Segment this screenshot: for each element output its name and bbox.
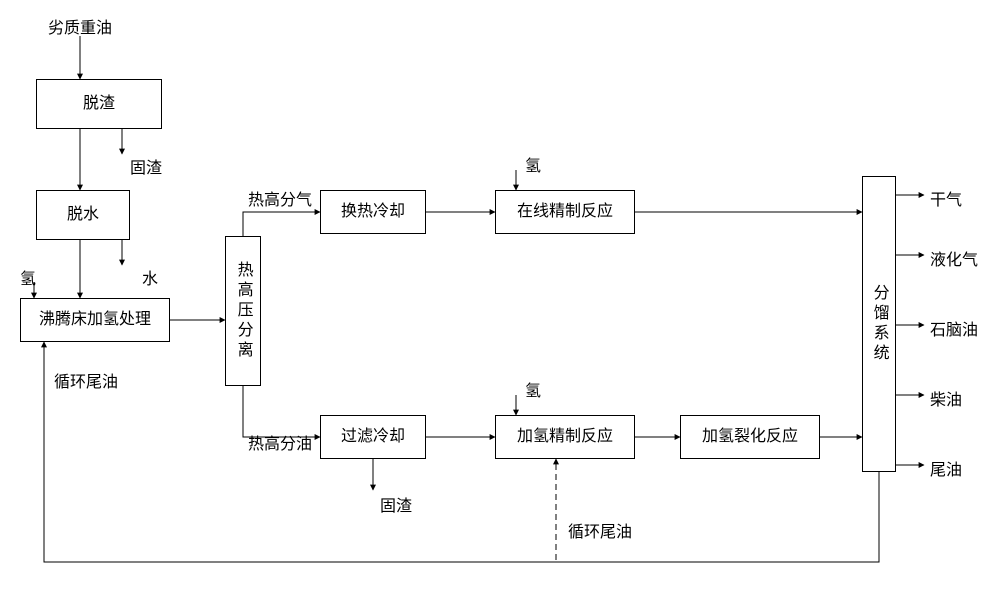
- node-label: 加氢精制反应: [517, 427, 613, 446]
- label-recycle2: 循环尾油: [568, 518, 632, 542]
- node-label: 分馏系统: [869, 284, 888, 364]
- node-label: 在线精制反应: [517, 202, 613, 221]
- node-refine: 加氢精制反应: [495, 415, 635, 459]
- node-label: 脱水: [67, 205, 99, 224]
- label-solid2: 固渣: [380, 492, 412, 516]
- node-filter: 过滤冷却: [320, 415, 426, 459]
- label-solid1: 固渣: [130, 154, 162, 178]
- label-naphtha: 石脑油: [930, 316, 978, 340]
- node-label: 过滤冷却: [341, 427, 405, 446]
- node-label: 沸腾床加氢处理: [39, 310, 151, 329]
- node-crack: 加氢裂化反应: [680, 415, 820, 459]
- label-h2-mid: 氢: [525, 377, 541, 401]
- label-water: 水: [142, 265, 158, 289]
- node-sep: 热高压分离: [225, 236, 261, 386]
- label-hot-oil: 热高分油: [248, 430, 312, 454]
- label-recycle1: 循环尾油: [54, 368, 118, 392]
- node-hx-cool: 换热冷却: [320, 190, 426, 234]
- label-drygas: 干气: [930, 186, 962, 210]
- label-h2-left: 氢: [20, 265, 36, 289]
- label-diesel: 柴油: [930, 386, 962, 410]
- node-hydro: 沸腾床加氢处理: [20, 298, 170, 342]
- node-label: 换热冷却: [341, 202, 405, 221]
- node-label: 热高压分离: [233, 261, 252, 361]
- node-label: 加氢裂化反应: [702, 427, 798, 446]
- node-online: 在线精制反应: [495, 190, 635, 234]
- label-tail: 尾油: [930, 456, 962, 480]
- label-lpg: 液化气: [930, 246, 978, 270]
- label-feed: 劣质重油: [48, 14, 112, 38]
- node-label: 脱渣: [83, 94, 115, 113]
- node-dist: 分馏系统: [862, 176, 896, 472]
- node-deslag: 脱渣: [36, 79, 162, 129]
- node-dewater: 脱水: [36, 190, 130, 240]
- label-h2-top: 氢: [525, 152, 541, 176]
- label-hot-gas: 热高分气: [248, 186, 312, 210]
